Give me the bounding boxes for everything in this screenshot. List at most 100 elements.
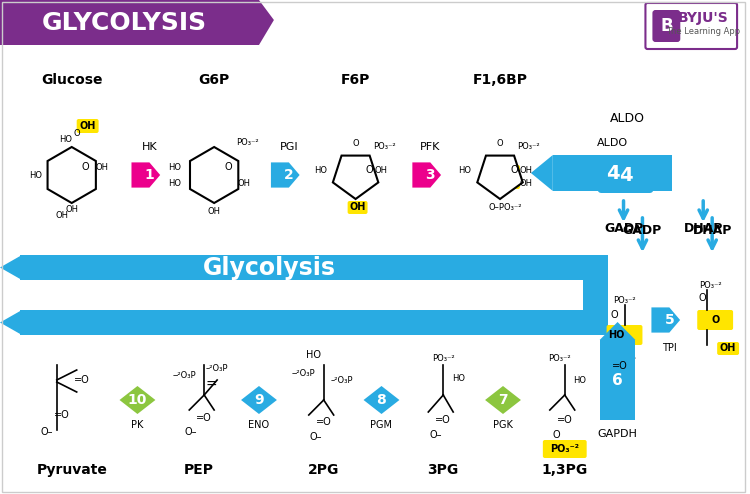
Text: OH: OH [208, 206, 220, 215]
Text: GADP: GADP [604, 221, 644, 235]
Text: ALDO: ALDO [610, 112, 645, 124]
FancyArrowPatch shape [699, 201, 707, 218]
Polygon shape [0, 0, 274, 45]
Text: HO: HO [58, 134, 72, 143]
Text: =O: =O [196, 413, 212, 423]
FancyBboxPatch shape [646, 3, 737, 49]
Text: PO₃⁻²: PO₃⁻² [432, 354, 454, 363]
Text: GADP: GADP [622, 223, 662, 237]
Text: =O: =O [557, 415, 573, 425]
Text: PEP: PEP [184, 463, 214, 477]
Text: PO₃⁻²: PO₃⁻² [614, 295, 636, 304]
Text: 7: 7 [498, 393, 508, 407]
Text: G6P: G6P [199, 73, 230, 87]
Text: PO₃⁻²: PO₃⁻² [550, 444, 579, 454]
Text: HO: HO [314, 165, 327, 174]
Text: Pyruvate: Pyruvate [36, 463, 107, 477]
Polygon shape [241, 386, 277, 414]
Text: GLYCOLYSIS: GLYCOLYSIS [42, 11, 207, 35]
Polygon shape [47, 147, 96, 203]
Text: 9: 9 [254, 393, 264, 407]
Text: O–: O– [429, 430, 442, 440]
Text: HO: HO [573, 375, 586, 384]
Text: =O: =O [612, 361, 628, 371]
Text: PK: PK [131, 420, 144, 430]
Text: PO₃⁻²: PO₃⁻² [236, 137, 258, 147]
Text: =O: =O [316, 417, 332, 427]
Text: =O: =O [54, 410, 70, 420]
Text: O: O [496, 138, 503, 148]
Text: 6: 6 [612, 372, 623, 387]
Text: PO₃⁻²: PO₃⁻² [374, 141, 396, 151]
Text: HO: HO [452, 373, 465, 382]
Text: PO₃⁻²: PO₃⁻² [699, 281, 721, 289]
Text: O: O [352, 138, 359, 148]
FancyBboxPatch shape [598, 157, 653, 193]
Bar [583, 255, 608, 335]
Text: 3PG: 3PG [427, 463, 459, 477]
Text: HO: HO [168, 178, 182, 188]
Text: ‒²O₃P: ‒²O₃P [292, 369, 316, 377]
Text: O–: O– [310, 432, 322, 442]
Polygon shape [531, 155, 553, 191]
FancyBboxPatch shape [492, 165, 520, 189]
Text: HO: HO [168, 163, 182, 171]
Text: HK: HK [142, 142, 158, 152]
Text: O: O [74, 128, 80, 137]
Polygon shape [119, 386, 155, 414]
Text: 2: 2 [284, 168, 294, 182]
FancyArrowPatch shape [708, 218, 716, 248]
Text: OH: OH [80, 121, 96, 131]
FancyBboxPatch shape [76, 119, 98, 133]
FancyBboxPatch shape [698, 310, 733, 330]
Text: ALDO: ALDO [597, 138, 628, 148]
Bar [599, 340, 635, 420]
Bar [20, 255, 608, 280]
Polygon shape [0, 255, 22, 280]
Text: O: O [711, 315, 719, 325]
Polygon shape [413, 163, 441, 188]
Text: 5: 5 [664, 313, 674, 327]
Polygon shape [271, 163, 299, 188]
Text: O–: O– [185, 427, 197, 437]
Polygon shape [477, 156, 523, 199]
FancyArrowPatch shape [571, 169, 640, 180]
Polygon shape [131, 163, 160, 188]
Text: OH: OH [520, 178, 532, 188]
Text: HO: HO [608, 330, 625, 340]
Text: Glycolysis: Glycolysis [202, 255, 335, 280]
Text: O: O [553, 430, 560, 440]
Text: PGM: PGM [370, 420, 392, 430]
FancyBboxPatch shape [347, 201, 368, 214]
Text: OH: OH [375, 165, 388, 174]
Text: –²O₃P: –²O₃P [331, 375, 353, 384]
Text: F1,6BP: F1,6BP [472, 73, 527, 87]
Bar [553, 155, 672, 191]
Text: HO: HO [306, 350, 321, 360]
Text: DHAP: DHAP [692, 223, 732, 237]
Text: The Learning App: The Learning App [666, 28, 740, 37]
Text: PGI: PGI [280, 142, 298, 152]
Text: O: O [698, 293, 706, 303]
Text: O: O [82, 162, 89, 172]
Text: OH: OH [95, 163, 108, 171]
FancyBboxPatch shape [607, 325, 643, 345]
Text: OH: OH [720, 343, 736, 353]
Text: O–PO₃⁻²: O–PO₃⁻² [488, 203, 522, 211]
Polygon shape [190, 147, 238, 203]
Text: 1: 1 [145, 168, 154, 182]
Polygon shape [599, 322, 635, 340]
Text: O: O [610, 310, 619, 320]
Text: –²O₃P: –²O₃P [206, 364, 229, 372]
Text: 4: 4 [606, 164, 619, 182]
Text: GAPDH: GAPDH [598, 429, 638, 439]
Text: HO: HO [458, 165, 471, 174]
Text: =O: =O [74, 375, 89, 385]
Text: PGK: PGK [493, 420, 513, 430]
Text: O: O [366, 165, 374, 175]
Text: B: B [660, 17, 673, 35]
Text: 3: 3 [425, 168, 435, 182]
Text: HO: HO [28, 170, 42, 179]
Text: OH: OH [238, 178, 250, 188]
Text: PO₃⁻²: PO₃⁻² [548, 354, 571, 363]
